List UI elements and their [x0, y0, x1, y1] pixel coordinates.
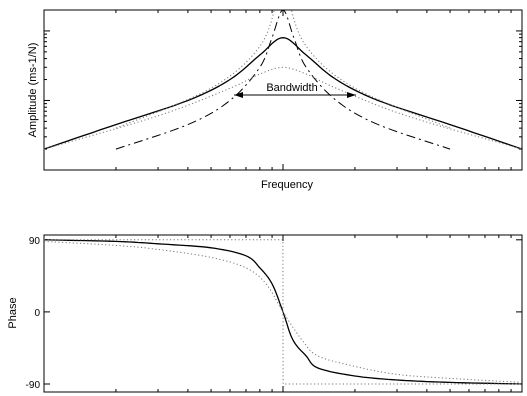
phase-y-tick-label: -90 [26, 380, 41, 391]
bandwidth-annotation: Bandwidth [266, 82, 317, 94]
phase-plot-area: 90 0 -90 [26, 234, 523, 393]
phase-y-tick-label: 0 [34, 308, 40, 319]
phase-chart: 90 0 -90 Phase [7, 234, 523, 393]
amplitude-series-solid-1 [44, 37, 522, 150]
amplitude-plot-area: Bandwidth [43, 9, 523, 171]
phase-series-dotted-3 [44, 239, 522, 385]
phase-y-axis-label: Phase [7, 297, 19, 328]
phase-series-dotted-2 [44, 240, 522, 383]
bandwidth-arrow-head-right [347, 92, 356, 98]
phase-y-ticks: 90 0 -90 [26, 236, 522, 391]
amplitude-x-axis-label: Frequency [261, 179, 313, 191]
phase-x-ticks [43, 235, 512, 392]
amplitude-x-ticks [43, 10, 512, 170]
phase-series [44, 239, 522, 385]
bandwidth-arrow-head-left [234, 92, 243, 98]
amplitude-series-dotted-3 [44, 66, 522, 150]
amplitude-y-axis-label: Amplitude (ms-1/N) [27, 43, 39, 138]
phase-y-tick-label: 90 [29, 236, 41, 247]
amplitude-series-dash-dot-2 [115, 10, 451, 150]
amplitude-series [44, 10, 522, 150]
amplitude-chart: Bandwidth Frequency Amplitude (ms-1/N) [27, 9, 523, 191]
bandwidth-arrow [234, 92, 356, 98]
